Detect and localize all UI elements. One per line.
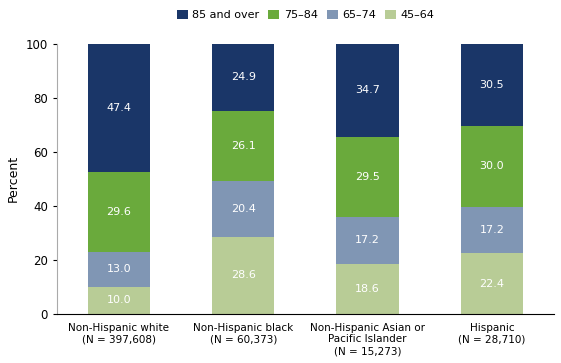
Bar — [461, 207, 523, 253]
Bar — [461, 43, 523, 126]
Bar — [212, 111, 274, 182]
Bar — [337, 217, 399, 264]
Text: 28.6: 28.6 — [231, 270, 256, 280]
Text: 17.2: 17.2 — [355, 235, 380, 245]
Text: 29.5: 29.5 — [355, 172, 380, 182]
Bar — [88, 287, 150, 314]
Legend: 85 and over, 75–84, 65–74, 45–64: 85 and over, 75–84, 65–74, 45–64 — [172, 6, 439, 25]
Text: 30.5: 30.5 — [480, 79, 504, 90]
Bar — [88, 44, 150, 172]
Text: 22.4: 22.4 — [480, 278, 504, 289]
Text: 17.2: 17.2 — [480, 225, 504, 235]
Text: 47.4: 47.4 — [107, 103, 131, 113]
Bar — [461, 126, 523, 207]
Bar — [212, 182, 274, 237]
Text: 10.0: 10.0 — [107, 295, 131, 305]
Bar — [461, 253, 523, 314]
Bar — [88, 252, 150, 287]
Text: 29.6: 29.6 — [107, 207, 131, 217]
Text: 24.9: 24.9 — [231, 72, 256, 82]
Text: 34.7: 34.7 — [355, 85, 380, 95]
Text: 18.6: 18.6 — [355, 284, 380, 294]
Text: 30.0: 30.0 — [480, 161, 504, 171]
Bar — [337, 44, 399, 137]
Text: 20.4: 20.4 — [231, 204, 256, 214]
Text: 13.0: 13.0 — [107, 264, 131, 274]
Bar — [212, 44, 274, 111]
Text: 26.1: 26.1 — [231, 141, 256, 151]
Bar — [337, 264, 399, 314]
Bar — [212, 237, 274, 314]
Bar — [88, 172, 150, 252]
Y-axis label: Percent: Percent — [7, 155, 20, 202]
Bar — [337, 137, 399, 217]
